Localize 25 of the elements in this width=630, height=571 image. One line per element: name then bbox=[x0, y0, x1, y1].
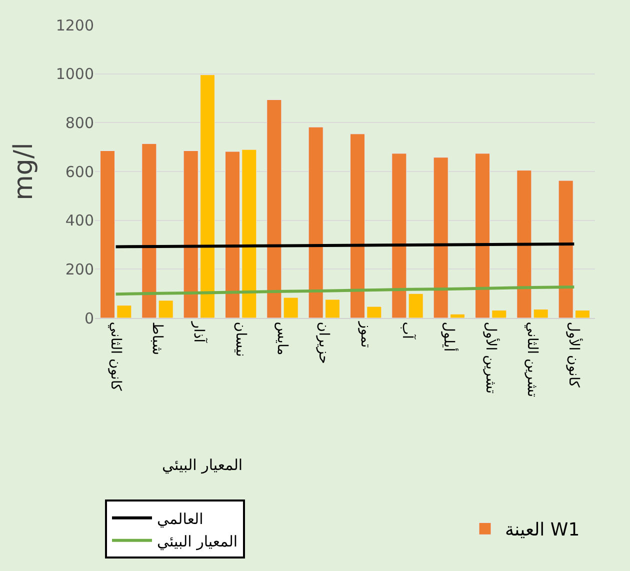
x-tick-label: آذار bbox=[190, 320, 209, 344]
x-tick-label: تموز bbox=[357, 320, 374, 348]
x-tick-label: شباط bbox=[148, 322, 165, 355]
legend-label: العينة W1 bbox=[505, 520, 580, 541]
y-tick-label: 400 bbox=[65, 212, 94, 230]
x-tick-label: حزيران bbox=[316, 322, 332, 364]
text: المعيار البيئي bbox=[162, 456, 243, 474]
line-series bbox=[114, 285, 576, 296]
legend-label: المعيار البيئي bbox=[157, 532, 238, 550]
x-tick-label: كانون الأول bbox=[566, 322, 584, 388]
x-tick-label: أيلول bbox=[440, 322, 459, 352]
x-tick-label: آب bbox=[398, 322, 417, 340]
x-tick-label: تشرين الأول bbox=[482, 322, 500, 394]
x-tick-label: مايس bbox=[274, 322, 290, 356]
x-tick-label: نيسان bbox=[232, 322, 248, 357]
legend-label: العالمي bbox=[157, 510, 204, 528]
y-tick-label: 1000 bbox=[56, 65, 94, 84]
y-tick-label: 200 bbox=[65, 260, 94, 278]
y-tick-label: 600 bbox=[65, 162, 94, 181]
y-tick-label: 1200 bbox=[56, 16, 94, 34]
x-tick-label: كانون الثاني bbox=[107, 322, 124, 392]
y-axis-title: mg/l bbox=[9, 142, 40, 200]
y-tick-label: 0 bbox=[84, 309, 94, 328]
y-tick-label: 800 bbox=[65, 114, 94, 132]
x-tick-label: تشرين الثاني bbox=[524, 322, 540, 398]
